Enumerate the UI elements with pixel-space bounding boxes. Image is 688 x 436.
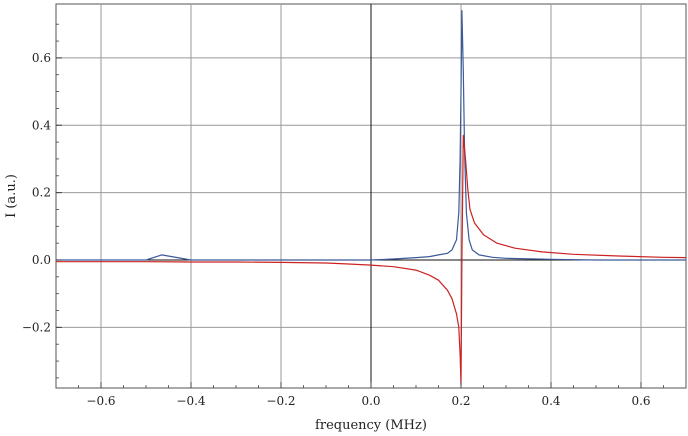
y-tick-label: 0.2 (32, 186, 51, 200)
y-tick-label: 0.4 (32, 118, 51, 132)
x-axis-label: frequency (MHz) (315, 418, 427, 433)
x-tick-label: −0.6 (86, 394, 115, 408)
y-tick-label: 0.6 (32, 51, 51, 65)
x-tick-label: 0.2 (451, 394, 470, 408)
x-tick-label: 0.4 (541, 394, 560, 408)
x-tick-label: −0.4 (176, 394, 206, 408)
y-tick-label: −0.2 (22, 320, 51, 334)
x-tick-label: −0.2 (266, 394, 295, 408)
x-tick-label: 0.6 (631, 394, 650, 408)
y-tick-label: 0.0 (32, 253, 51, 267)
series-line-1 (56, 10, 686, 261)
tick-layer: −0.6 −0.4 −0.2 0.0 0.2 0.4 0.6 −0.2 0.0 0.2 0.4 0.6 (22, 23, 664, 408)
y-axis-label: I (a.u.) (4, 174, 19, 218)
x-tick-label: 0.0 (361, 394, 380, 408)
series-layer (56, 10, 687, 386)
series-line-2 (56, 134, 687, 386)
